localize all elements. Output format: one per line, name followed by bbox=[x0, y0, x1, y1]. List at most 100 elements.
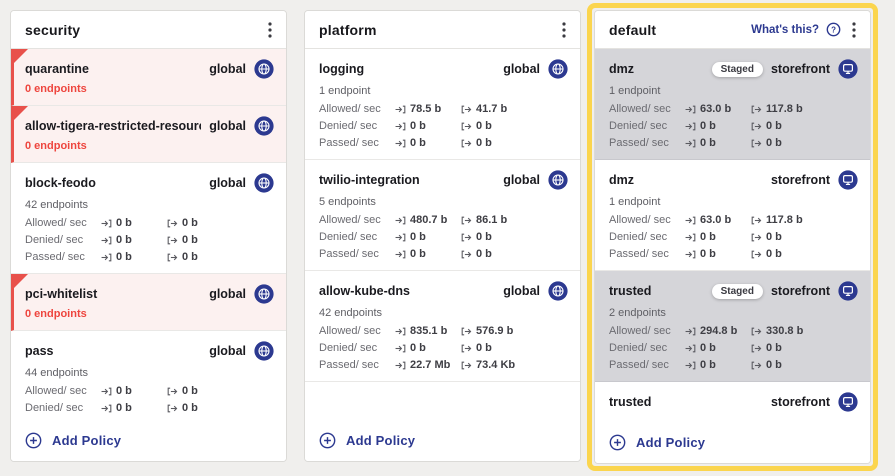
arrow-into-bracket-icon bbox=[685, 361, 696, 370]
stat-outbound-value: 0 b bbox=[766, 120, 782, 132]
arrow-into-bracket-icon bbox=[101, 387, 112, 396]
stat-inbound-value: 0 b bbox=[116, 251, 132, 263]
storefront-icon bbox=[838, 392, 858, 412]
stat-inbound: 0 b bbox=[395, 248, 461, 260]
arrow-out-of-bracket-icon bbox=[461, 250, 472, 259]
arrow-into-bracket-icon bbox=[395, 327, 406, 336]
cards-scroll-area: dmz Staged storefront 1 endpoint Allowed/ se… bbox=[595, 49, 870, 421]
arrow-into-bracket-icon bbox=[685, 327, 696, 336]
column-header-actions: What's this?? bbox=[751, 20, 860, 40]
stat-row: Allowed/ sec 78.5 b 41.7 b bbox=[319, 103, 568, 115]
stat-outbound: 0 b bbox=[461, 342, 492, 354]
globe-icon bbox=[548, 59, 568, 79]
arrow-out-of-bracket-icon bbox=[167, 404, 178, 413]
cards-scroll-area: logging global 1 endpoint Allowed/ sec 78.5 … bbox=[305, 49, 580, 419]
arrow-out-of-bracket-icon bbox=[751, 216, 762, 225]
kebab-menu-icon bbox=[562, 21, 566, 38]
stat-inbound: 294.8 b bbox=[685, 325, 751, 337]
card-title-row: pci-whitelist global bbox=[25, 284, 274, 304]
policy-name: quarantine bbox=[25, 62, 89, 76]
column-menu-button[interactable] bbox=[264, 20, 276, 40]
policy-card[interactable]: pass global 44 endpoints Allowed/ sec 0 b 0 b… bbox=[11, 331, 286, 419]
stat-outbound-value: 0 b bbox=[766, 248, 782, 260]
add-policy-label: Add Policy bbox=[52, 432, 122, 448]
arrow-into-bracket-icon bbox=[101, 219, 112, 228]
stat-label: Allowed/ sec bbox=[25, 217, 87, 229]
policy-card[interactable]: quarantine global 0 endpoints bbox=[11, 49, 286, 106]
policy-name: block-feodo bbox=[25, 176, 96, 190]
arrow-out-of-bracket-icon bbox=[167, 387, 178, 396]
traffic-stats: Allowed/ sec 78.5 b 41.7 b Denied/ sec 0 b 0 … bbox=[319, 103, 568, 149]
stat-outbound: 0 b bbox=[751, 359, 782, 371]
policy-card[interactable]: dmz storefront 1 endpoint Allowed/ sec 63.0 … bbox=[595, 160, 870, 271]
stat-label: Allowed/ sec bbox=[609, 103, 671, 115]
stat-outbound-value: 0 b bbox=[766, 359, 782, 371]
column-menu-button[interactable] bbox=[558, 20, 570, 40]
stat-outbound-value: 0 b bbox=[182, 385, 198, 397]
stat-outbound-value: 0 b bbox=[766, 342, 782, 354]
stat-outbound-value: 0 b bbox=[182, 251, 198, 263]
globe-icon bbox=[254, 341, 274, 361]
stat-row: Denied/ sec 0 b 0 b bbox=[319, 231, 568, 243]
stat-outbound: 0 b bbox=[751, 120, 782, 132]
stat-outbound-value: 0 b bbox=[476, 231, 492, 243]
policy-card[interactable]: allow-kube-dns global 42 endpoints Allowed/… bbox=[305, 271, 580, 382]
arrow-out-of-bracket-icon bbox=[461, 344, 472, 353]
kebab-menu-icon bbox=[268, 21, 272, 38]
stat-outbound-value: 117.8 b bbox=[766, 214, 803, 226]
policy-name: allow-tigera-restricted-resources bbox=[25, 119, 202, 133]
add-policy-button[interactable]: Add Policy bbox=[319, 432, 415, 449]
arrow-out-of-bracket-icon bbox=[751, 327, 762, 336]
policy-card[interactable]: pci-whitelist global 0 endpoints bbox=[11, 274, 286, 331]
arrow-out-of-bracket-icon bbox=[751, 122, 762, 131]
add-policy-button[interactable]: Add Policy bbox=[25, 432, 121, 449]
policy-scope-label: storefront bbox=[770, 284, 830, 298]
stat-inbound: 0 b bbox=[685, 120, 751, 132]
stat-inbound-value: 0 b bbox=[410, 231, 426, 243]
column-menu-button[interactable] bbox=[848, 20, 860, 40]
column-header: platform bbox=[305, 11, 580, 49]
cards-scroll-area: quarantine global 0 endpoints allow-tigera-… bbox=[11, 49, 286, 419]
policy-scope-label: storefront bbox=[770, 173, 830, 187]
stat-outbound-value: 0 b bbox=[766, 231, 782, 243]
stat-inbound: 480.7 b bbox=[395, 214, 461, 226]
stat-row: Passed/ sec 0 b 0 b bbox=[609, 137, 858, 149]
card-title-row: trusted Staged storefront bbox=[609, 281, 858, 301]
policy-card[interactable]: dmz Staged storefront 1 endpoint Allowed/ se… bbox=[595, 49, 870, 160]
stat-inbound-value: 63.0 b bbox=[700, 103, 732, 115]
policy-card[interactable]: block-feodo global 42 endpoints Allowed/ se… bbox=[11, 163, 286, 274]
policy-name: twilio-integration bbox=[319, 173, 420, 187]
question-circle-icon[interactable]: ? bbox=[826, 22, 841, 37]
traffic-stats: Allowed/ sec 835.1 b 576.9 b Denied/ sec 0 b… bbox=[319, 325, 568, 371]
add-policy-button[interactable]: Add Policy bbox=[609, 434, 705, 451]
stat-inbound: 78.5 b bbox=[395, 103, 461, 115]
arrow-into-bracket-icon bbox=[685, 344, 696, 353]
stat-outbound: 117.8 b bbox=[751, 103, 803, 115]
policy-card[interactable]: allow-tigera-restricted-resources global 0… bbox=[11, 106, 286, 163]
whats-this-link[interactable]: What's this? bbox=[751, 23, 819, 36]
policy-scope-label: global bbox=[209, 176, 246, 190]
policy-card[interactable]: logging global 1 endpoint Allowed/ sec 78.5 … bbox=[305, 49, 580, 160]
policy-scope-label: global bbox=[503, 173, 540, 187]
policy-card[interactable]: twilio-integration global 5 endpoints Allow… bbox=[305, 160, 580, 271]
policy-card[interactable]: trusted storefront bbox=[595, 382, 870, 421]
policy-name: dmz bbox=[609, 173, 634, 187]
policy-scope-label: global bbox=[209, 287, 246, 301]
globe-icon bbox=[254, 116, 274, 136]
policy-scope-label: global bbox=[209, 119, 246, 133]
arrow-out-of-bracket-icon bbox=[751, 250, 762, 259]
arrow-into-bracket-icon bbox=[685, 139, 696, 148]
policy-card[interactable]: trusted Staged storefront 2 endpoints Allowe… bbox=[595, 271, 870, 382]
policy-name: trusted bbox=[609, 395, 652, 409]
policy-tier-column: default What's this?? dmz Staged storefront 1… bbox=[594, 10, 871, 464]
arrow-out-of-bracket-icon bbox=[751, 139, 762, 148]
stat-inbound-value: 0 b bbox=[700, 342, 716, 354]
stat-inbound-value: 63.0 b bbox=[700, 214, 732, 226]
stat-label: Denied/ sec bbox=[25, 234, 84, 246]
add-policy-label: Add Policy bbox=[636, 434, 706, 450]
stat-row: Passed/ sec 0 b 0 b bbox=[319, 137, 568, 149]
stat-inbound-value: 0 b bbox=[410, 120, 426, 132]
arrow-out-of-bracket-icon bbox=[461, 233, 472, 242]
